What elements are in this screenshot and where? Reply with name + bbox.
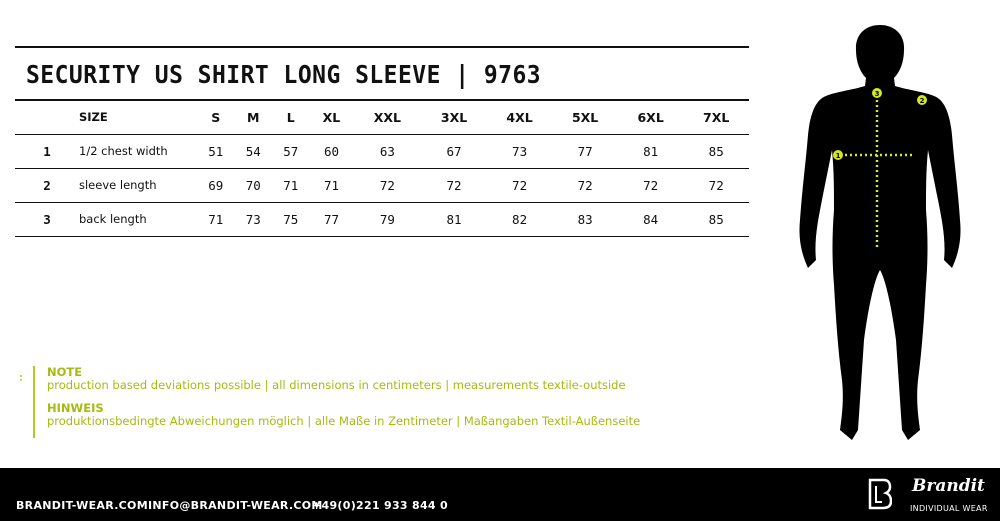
hinweis-text: produktionsbedingte Abweichungen möglich… — [47, 414, 641, 428]
note-text: production based deviations possible | a… — [47, 378, 626, 392]
marker-1: 1 — [836, 152, 841, 160]
cell-value: 63 — [353, 134, 422, 169]
row-number: 2 — [15, 168, 79, 203]
cell-value: 81 — [617, 134, 684, 169]
cell-value: 71 — [197, 202, 235, 237]
note-title: NOTE — [47, 365, 83, 379]
cell-value: 84 — [617, 202, 684, 237]
footer: BRANDIT-WEAR.COM INFO@BRANDIT-WEAR.COM +… — [0, 468, 1000, 521]
header-size-col: 5XL — [552, 100, 618, 135]
cell-value: 72 — [552, 168, 618, 203]
cell-value: 72 — [421, 168, 487, 203]
table-row: 2 sleeve length 69 70 71 71 72 72 72 72 72 72 — [15, 168, 749, 203]
header-size-col: 4XL — [486, 100, 553, 135]
cell-value: 72 — [486, 168, 553, 203]
cell-value: 72 — [353, 168, 422, 203]
notes: NOTE production based deviations possibl… — [33, 366, 640, 438]
cell-value: 72 — [683, 168, 749, 203]
cell-value: 70 — [234, 168, 273, 203]
measure-markers: 1 2 3 — [833, 88, 927, 160]
header-size-col: M — [234, 100, 273, 135]
cell-value: 73 — [486, 134, 553, 169]
cell-value: 60 — [309, 134, 354, 169]
note-marker — [20, 375, 22, 381]
website-link[interactable]: BRANDIT-WEAR.COM — [16, 499, 148, 512]
hinweis-title: HINWEIS — [47, 401, 104, 415]
header-size-col: L — [272, 100, 310, 135]
page-title: SECURITY US SHIRT LONG SLEEVE | 9763 — [26, 60, 542, 89]
marker-3: 3 — [875, 90, 880, 98]
table-row: 1 1/2 chest width 51 54 57 60 63 67 73 77 81 85 — [15, 134, 749, 169]
header-num — [15, 100, 79, 135]
header-size-col: S — [197, 100, 235, 135]
row-label: 1/2 chest width — [79, 134, 197, 169]
header-size-col: XL — [309, 100, 354, 135]
header-size-col: 6XL — [617, 100, 684, 135]
row-number: 1 — [15, 134, 79, 169]
cell-value: 85 — [683, 202, 749, 237]
brand-logo: Brandit — [912, 476, 985, 496]
cell-value: 83 — [552, 202, 618, 237]
cell-value: 82 — [486, 202, 553, 237]
cell-value: 81 — [421, 202, 487, 237]
cell-value: 67 — [421, 134, 487, 169]
cell-value: 71 — [272, 168, 310, 203]
marker-2: 2 — [920, 97, 925, 105]
cell-value: 77 — [552, 134, 618, 169]
row-number: 3 — [15, 202, 79, 237]
top-rule — [15, 46, 749, 48]
header-size: SIZE — [79, 100, 197, 135]
cell-value: 71 — [309, 168, 354, 203]
header-size-col: 3XL — [421, 100, 487, 135]
brandit-b-logo-icon — [868, 478, 892, 510]
cell-value: 51 — [197, 134, 235, 169]
header-size-col: XXL — [353, 100, 422, 135]
cell-value: 54 — [234, 134, 273, 169]
phone-number: +49(0)221 933 844 0 — [312, 499, 448, 512]
cell-value: 77 — [309, 202, 354, 237]
table-header-row: SIZE S M L XL XXL 3XL 4XL 5XL 6XL 7XL — [15, 100, 749, 135]
cell-value: 79 — [353, 202, 422, 237]
row-label: back length — [79, 202, 197, 237]
cell-value: 85 — [683, 134, 749, 169]
cell-value: 57 — [272, 134, 310, 169]
row-label: sleeve length — [79, 168, 197, 203]
brand-tagline: INDIVIDUAL WEAR — [910, 504, 988, 513]
table-row: 3 back length 71 73 75 77 79 81 82 83 84 85 — [15, 202, 749, 237]
cell-value: 73 — [234, 202, 273, 237]
body-figure-icon: 1 2 3 — [799, 25, 961, 440]
email-link[interactable]: INFO@BRANDIT-WEAR.COM — [148, 499, 323, 512]
cell-value: 72 — [617, 168, 684, 203]
cell-value: 69 — [197, 168, 235, 203]
header-size-col: 7XL — [683, 100, 749, 135]
cell-value: 75 — [272, 202, 310, 237]
